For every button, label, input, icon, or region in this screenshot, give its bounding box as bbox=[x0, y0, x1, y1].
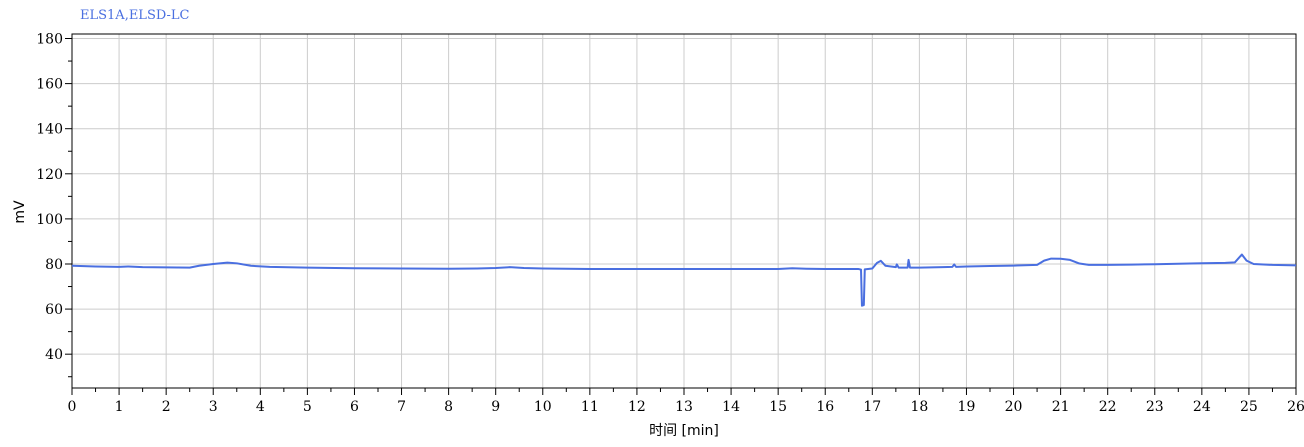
y-tick-label: 100 bbox=[36, 212, 63, 228]
x-tick-label: 19 bbox=[958, 399, 976, 415]
series-line bbox=[71, 253, 1297, 307]
x-tick-label: 21 bbox=[1052, 399, 1070, 415]
y-tick-label: 180 bbox=[36, 32, 63, 48]
data-layer bbox=[71, 253, 1297, 307]
y-tick-label: 120 bbox=[36, 167, 63, 183]
series-title: ELS1A,ELSD-LC bbox=[80, 8, 190, 23]
x-tick-label: 5 bbox=[303, 399, 312, 415]
x-tick-label: 1 bbox=[115, 399, 124, 415]
axis-layer: 0 1 2 3 4 5 6 7 8 9 10 11 12 13 14 15 16 17 18 19 20 21 22 23 24… bbox=[36, 32, 1304, 415]
x-tick-label: 2 bbox=[162, 399, 171, 415]
y-tick-label: 160 bbox=[36, 77, 63, 93]
y-tick-label: 40 bbox=[45, 347, 63, 363]
x-tick-label: 14 bbox=[722, 399, 740, 415]
x-tick-label: 26 bbox=[1287, 399, 1304, 415]
x-tick-label: 18 bbox=[910, 399, 928, 415]
x-tick-label: 11 bbox=[581, 399, 599, 415]
x-axis-label: 时间 [min] bbox=[649, 423, 719, 439]
x-tick-label: 10 bbox=[534, 399, 552, 415]
x-tick-label: 6 bbox=[350, 399, 359, 415]
y-tick-label: 60 bbox=[45, 302, 63, 318]
x-tick-label: 12 bbox=[628, 399, 646, 415]
x-tick-label: 20 bbox=[1005, 399, 1023, 415]
y-tick-label: 80 bbox=[45, 257, 63, 273]
x-tick-label: 24 bbox=[1193, 399, 1211, 415]
x-tick-label: 16 bbox=[816, 399, 834, 415]
x-tick-label: 4 bbox=[256, 399, 265, 415]
x-tick-label: 17 bbox=[863, 399, 881, 415]
x-tick-label: 25 bbox=[1240, 399, 1258, 415]
x-tick-label: 23 bbox=[1146, 399, 1164, 415]
x-tick-label: 7 bbox=[397, 399, 406, 415]
y-tick-label: 140 bbox=[36, 122, 63, 138]
x-tick-label: 9 bbox=[491, 399, 500, 415]
x-tick-label: 0 bbox=[68, 399, 77, 415]
x-tick-label: 22 bbox=[1099, 399, 1117, 415]
grid-layer bbox=[71, 34, 1297, 388]
x-tick-label: 8 bbox=[444, 399, 453, 415]
x-tick-label: 13 bbox=[675, 399, 693, 415]
y-axis-label: mV bbox=[12, 200, 28, 224]
x-tick-label: 3 bbox=[209, 399, 218, 415]
x-tick-label: 15 bbox=[769, 399, 787, 415]
